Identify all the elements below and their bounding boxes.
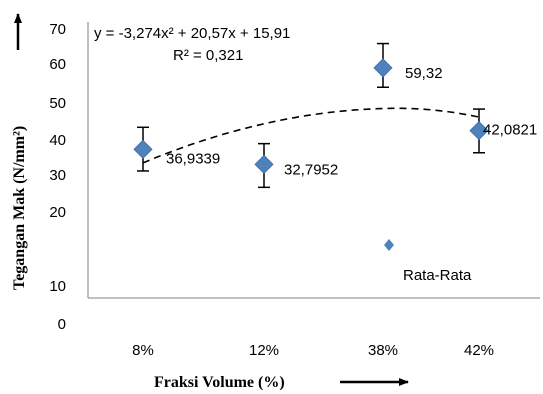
legend-marker (384, 239, 394, 251)
data-labels: 36,9339 32,7952 59,32 42,0821 (166, 65, 537, 179)
x-tick-label: 12% (249, 342, 279, 359)
y-tick-label: 30 (49, 167, 66, 184)
y-tick-label: 0 (58, 316, 66, 333)
data-label: 42,0821 (483, 122, 537, 139)
error-bars (137, 42, 485, 189)
data-point (373, 58, 393, 78)
x-tick-labels: 8% 12% 38% 42% (132, 342, 494, 359)
y-tick-labels: 0 10 20 30 40 50 60 70 (49, 21, 66, 333)
x-tick-label: 42% (464, 342, 494, 359)
data-point (469, 121, 489, 141)
y-tick-label: 70 (49, 21, 66, 38)
y-tick-label: 10 (49, 278, 66, 295)
y-tick-label: 40 (49, 132, 66, 149)
trendline-equation: y = -3,274x² + 20,57x + 15,91 (94, 25, 290, 42)
data-point (133, 139, 153, 159)
x-tick-label: 38% (368, 342, 398, 359)
x-tick-label: 8% (132, 342, 154, 359)
y-axis-title: Tegangan Mak (N/mm²) (11, 126, 28, 290)
data-markers (133, 58, 489, 174)
trendline (142, 107, 480, 164)
data-point (254, 154, 274, 174)
y-tick-label: 20 (49, 204, 66, 221)
x-axis-title: Fraksi Volume (%) (154, 374, 285, 391)
y-tick-label: 50 (49, 95, 66, 112)
y-tick-label: 60 (49, 56, 66, 73)
trendline-r-squared: R² = 0,321 (173, 47, 243, 64)
data-label: 59,32 (405, 65, 443, 82)
data-label: 36,9339 (166, 150, 220, 167)
data-label: 32,7952 (284, 161, 338, 178)
legend-label: Rata-Rata (403, 267, 472, 284)
